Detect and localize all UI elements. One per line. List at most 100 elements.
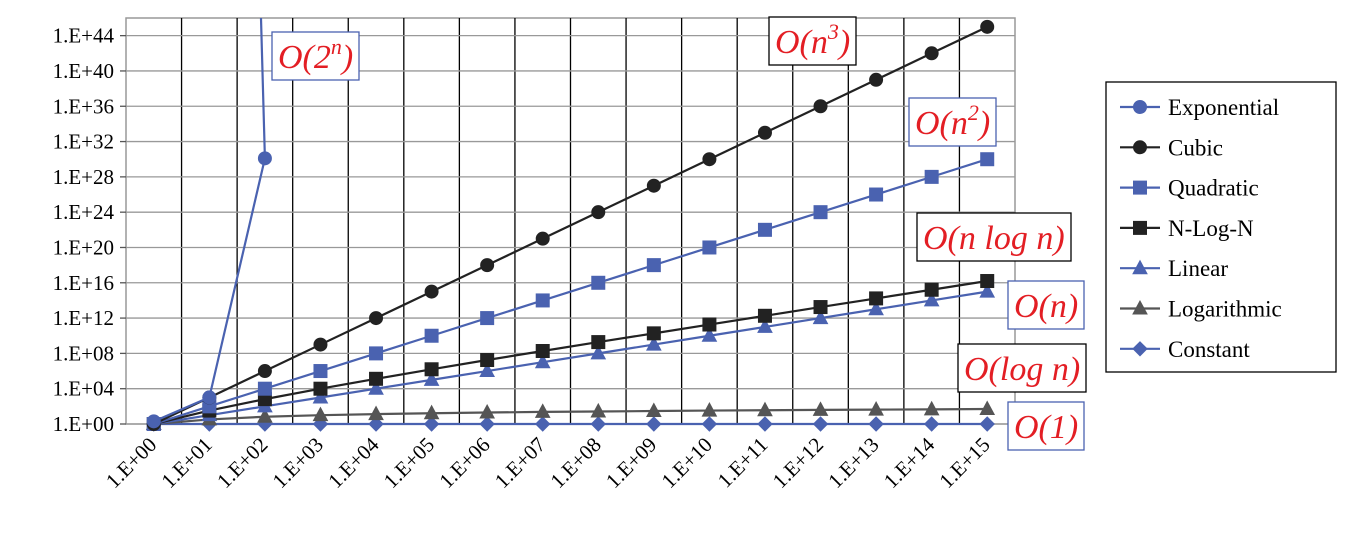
data-point: [479, 416, 495, 432]
legend-label: Linear: [1168, 256, 1228, 281]
data-point: [424, 362, 439, 377]
data-point: [702, 240, 717, 255]
y-tick-label: 1.E+24: [53, 200, 115, 224]
data-point: [757, 416, 773, 432]
data-point: [979, 400, 996, 415]
data-point: [757, 125, 772, 140]
data-point: [368, 380, 384, 395]
data-point: [869, 187, 884, 202]
x-tick-label: 1.E+00: [101, 433, 161, 493]
y-tick-label: 1.E+28: [53, 165, 114, 189]
data-point: [479, 403, 495, 419]
legend-label: Logarithmic: [1168, 297, 1282, 322]
series-line: [153, 407, 988, 426]
data-point: [424, 328, 439, 343]
data-point: [591, 205, 606, 220]
data-point: [923, 416, 940, 432]
legend-item-exponential: Exponential: [1120, 95, 1279, 120]
y-tick-label: 1.E+40: [53, 59, 114, 83]
data-point: [423, 416, 440, 432]
x-tick-label: 1.E+07: [490, 433, 550, 493]
data-point: [812, 416, 829, 432]
data-point: [257, 381, 272, 396]
legend-item-logarithmic: Logarithmic: [1120, 297, 1282, 322]
annotation-exponential: O(2n): [271, 31, 360, 81]
data-point: [869, 291, 884, 306]
x-tick-label: 1.E+04: [323, 432, 384, 493]
data-point: [868, 401, 884, 416]
annotation-box: [908, 97, 997, 147]
data-point: [813, 99, 828, 114]
annotation-box: [916, 212, 1072, 262]
annotation-linear: O(n): [1007, 280, 1085, 330]
x-tick-label: 1.E+08: [545, 433, 605, 493]
legend-marker: [1132, 299, 1148, 315]
y-tick-label: 1.E+04: [53, 377, 115, 401]
data-point: [980, 274, 995, 289]
legend-item-n-log-n: N-Log-N: [1120, 216, 1254, 241]
data-point: [924, 282, 939, 297]
legend-item-constant: Constant: [1120, 337, 1250, 362]
annotation-label: O(log n): [964, 351, 1080, 388]
series-line: [153, 279, 988, 426]
data-point: [313, 381, 328, 396]
data-point: [924, 46, 939, 61]
data-point: [812, 401, 829, 416]
data-point: [646, 326, 661, 341]
data-point: [979, 416, 995, 432]
data-point: [423, 404, 440, 420]
data-point: [480, 311, 495, 326]
data-point: [646, 258, 661, 273]
x-tick-label: 1.E+13: [823, 433, 883, 493]
legend-marker: [1133, 180, 1147, 195]
annotation-box: [1007, 401, 1085, 451]
legend-item-quadratic: Quadratic: [1120, 176, 1259, 201]
legend-item-linear: Linear: [1120, 256, 1228, 281]
series-exponential: [146, 17, 272, 429]
annotation-label: O(n2): [915, 100, 990, 142]
x-tick-label: 1.E+10: [657, 433, 717, 493]
legend-label: Quadratic: [1168, 176, 1259, 201]
x-tick-label: 1.E+03: [268, 433, 328, 493]
x-tick-label: 1.E+06: [434, 433, 494, 493]
data-point: [923, 291, 940, 307]
data-point: [591, 335, 606, 350]
x-tick-label: 1.E+05: [379, 433, 439, 493]
data-point: [979, 283, 996, 298]
data-point: [757, 401, 773, 417]
annotations: O(2n) O(n3) O(n2) O(n log n) O(n) O(log n) O(1…: [271, 16, 1087, 451]
data-point: [869, 72, 884, 87]
data-point: [257, 364, 272, 379]
data-point: [757, 222, 772, 237]
annotation-label: O(n3): [775, 19, 850, 61]
data-point: [312, 406, 329, 422]
data-point: [535, 416, 551, 432]
annotation-logarithmic: O(log n): [957, 343, 1087, 393]
y-tick-label: 1.E+12: [53, 306, 114, 330]
data-point: [813, 205, 828, 220]
data-point: [479, 362, 495, 378]
data-point: [202, 390, 217, 405]
data-point: [590, 416, 606, 432]
data-point: [646, 416, 662, 432]
series-line: [153, 17, 267, 423]
data-point: [535, 344, 550, 359]
data-point: [369, 346, 384, 361]
legend-label: Cubic: [1168, 135, 1223, 160]
data-point: [534, 353, 551, 369]
x-tick-label: 1.E+02: [212, 433, 272, 493]
data-point: [812, 309, 829, 325]
data-point: [701, 402, 718, 417]
legend-marker: [1132, 341, 1148, 357]
data-point: [701, 416, 718, 432]
data-point: [646, 402, 662, 418]
plot-area: [125, 17, 1016, 425]
data-point: [591, 275, 606, 290]
x-tick-label: 1.E+01: [156, 433, 216, 493]
data-point: [423, 371, 440, 386]
annotation-box: [271, 31, 360, 81]
data-point: [590, 344, 607, 360]
legend-item-cubic: Cubic: [1120, 135, 1223, 160]
x-tick-label: 1.E+11: [713, 433, 773, 493]
